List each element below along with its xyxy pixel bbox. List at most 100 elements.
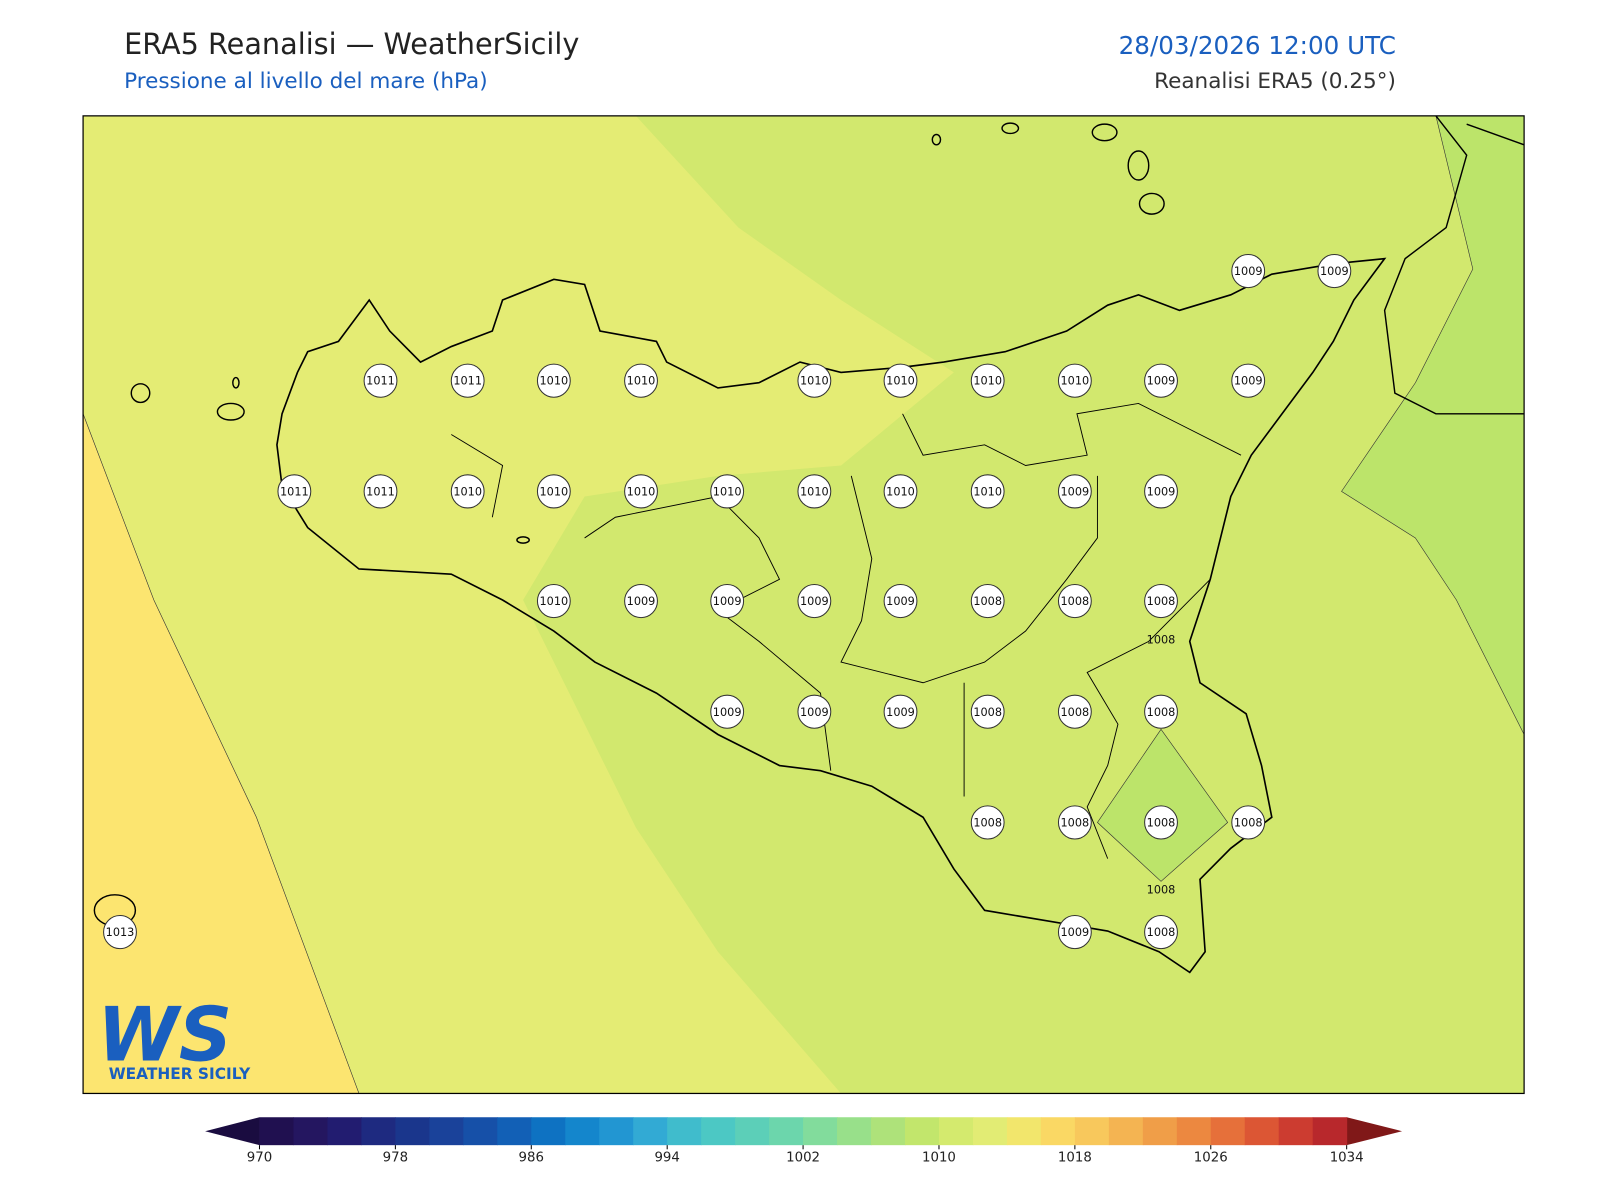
station-value: 1009 [1320, 264, 1349, 278]
station-marker [1057, 694, 1092, 729]
station-value: 1010 [1061, 374, 1090, 388]
station-value: 1008 [1061, 594, 1090, 608]
station-marker [970, 583, 1005, 619]
colorbar-tick-label: 1026 [1194, 1151, 1228, 1166]
colorbar-bin [735, 1117, 770, 1146]
station-value: 1010 [886, 374, 915, 388]
station-marker [970, 694, 1005, 729]
colorbar-bin [701, 1117, 736, 1146]
station-value: 1009 [627, 594, 656, 608]
contour-label: 1008 [1147, 883, 1176, 897]
logo-name: WEATHER SICILY [109, 1065, 251, 1083]
station-marker [624, 363, 658, 398]
colorbar-bin [531, 1117, 566, 1146]
calabria-coast [1383, 115, 1525, 415]
colorbar-bin [1176, 1117, 1212, 1146]
colorbar-bin [905, 1117, 940, 1146]
station-value: 1008 [973, 594, 1002, 608]
station-value: 1009 [800, 594, 829, 608]
colorbar-bin [1142, 1117, 1178, 1146]
station-value: 1008 [1147, 815, 1176, 829]
station-value: 1010 [539, 484, 568, 498]
station-value: 1008 [1234, 815, 1263, 829]
colorbar-tick-label: 970 [247, 1151, 272, 1166]
station-value: 1009 [800, 705, 829, 719]
colorbar-bin [1040, 1117, 1076, 1146]
station-value: 1008 [1147, 925, 1176, 939]
station-value: 1008 [973, 705, 1002, 719]
station-marker [450, 474, 485, 509]
datetime: 28/03/2026 12:00 UTC [1119, 31, 1396, 60]
colorbar-bin [1244, 1117, 1280, 1146]
station-marker [624, 583, 658, 619]
title: ERA5 Reanalisi — WeatherSicily [124, 27, 579, 61]
station-marker [883, 474, 918, 509]
colorbar-bin [497, 1117, 532, 1146]
station-marker [624, 474, 658, 509]
station-marker [1144, 805, 1178, 840]
source: Reanalisi ERA5 (0.25°) [1154, 69, 1396, 94]
station-marker [363, 474, 398, 509]
station-value: 1011 [280, 484, 309, 498]
station-marker [536, 363, 571, 398]
colorbar-bin [1312, 1117, 1348, 1146]
station-value: 1009 [886, 594, 915, 608]
station-value: 1010 [453, 484, 482, 498]
station-marker [536, 474, 571, 509]
station-marker [797, 363, 832, 398]
colorbar-bin [1108, 1117, 1144, 1146]
colorbar-bin [1210, 1117, 1246, 1146]
station-value: 1010 [627, 374, 656, 388]
map-frame [82, 115, 1525, 1095]
colorbar-bin [293, 1117, 328, 1146]
colorbar-bin [837, 1117, 872, 1146]
station-value: 1010 [800, 374, 829, 388]
station-value: 1009 [713, 594, 742, 608]
station-value: 1009 [713, 705, 742, 719]
station-marker [1231, 805, 1266, 840]
station-value: 1008 [1061, 705, 1090, 719]
station-value: 1009 [1147, 374, 1176, 388]
station-marker [103, 915, 137, 950]
colorbar-bin [871, 1117, 906, 1146]
station-marker [1144, 915, 1178, 950]
colorbar-bin [938, 1117, 974, 1146]
colorbar-bin [463, 1117, 498, 1146]
station-value: 1010 [539, 374, 568, 388]
station-value: 1009 [1061, 484, 1090, 498]
station-value: 1008 [973, 815, 1002, 829]
field-1008 [523, 115, 1525, 1094]
station-value: 1013 [106, 925, 135, 939]
station-value: 1009 [886, 705, 915, 719]
station-value: 1010 [973, 484, 1002, 498]
colorbar-tick-label: 1018 [1058, 1151, 1092, 1166]
colorbar-under [205, 1117, 260, 1146]
station-value: 1009 [1061, 925, 1090, 939]
islands [93, 122, 1165, 927]
colorbar-bin [429, 1117, 464, 1146]
station-marker [883, 363, 918, 398]
station-marker [1057, 805, 1092, 840]
coastline [276, 257, 1387, 974]
station-marker [536, 583, 571, 619]
station-marker [277, 474, 312, 509]
station-marker [883, 583, 918, 619]
colorbar-bin [565, 1117, 600, 1146]
station-marker [1144, 363, 1178, 398]
station-value: 1010 [886, 484, 915, 498]
station-marker [1057, 583, 1092, 619]
logo: WS WEATHER SICILY [97, 992, 251, 1083]
colorbar-tick-label: 1002 [786, 1151, 820, 1166]
station-value: 1009 [1234, 374, 1263, 388]
station-marker [710, 694, 745, 729]
station-value: 1010 [713, 484, 742, 498]
colorbar-over [1346, 1117, 1403, 1146]
station-marker [883, 694, 918, 729]
colorbar-tick-label: 1034 [1330, 1151, 1364, 1166]
station-marker [1144, 474, 1178, 509]
station-marker [450, 363, 485, 398]
colorbar-bin [633, 1117, 668, 1146]
station-marker [797, 474, 832, 509]
colorbar-bin [769, 1117, 804, 1146]
